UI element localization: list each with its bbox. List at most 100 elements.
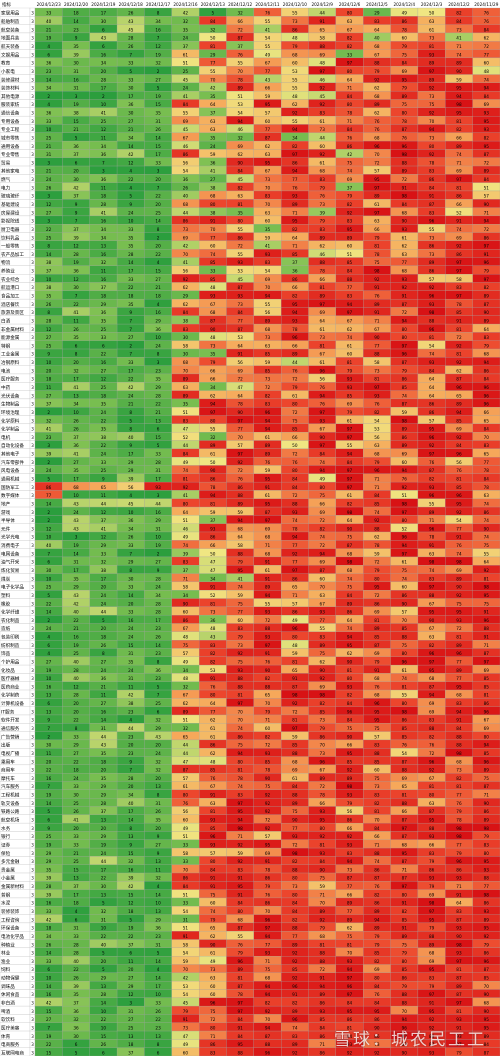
cell-value-label: 17 <box>155 152 161 157</box>
cell-value-label: 86 <box>484 901 490 906</box>
cell-value-label: 98 <box>456 942 462 947</box>
row-label: 广告营销 <box>1 733 20 740</box>
cell-value-label: 6 <box>75 343 78 348</box>
cell-value-label: 76 <box>347 135 353 140</box>
cell-value-label: 83 <box>183 418 189 423</box>
cell-value-label: 12 <box>128 901 134 906</box>
cell-value-label: 91 <box>237 892 243 897</box>
cell-value-label: 32 <box>237 135 243 140</box>
cell-value-label: 68 <box>183 202 189 207</box>
cell-value-label: 90 <box>484 526 490 531</box>
cell-value-label: 33 <box>128 585 134 590</box>
cell-value-label: 27 <box>155 77 161 82</box>
cell-value-label: 75 <box>374 776 380 781</box>
cell-value-label: 85 <box>210 260 216 265</box>
cell-value-label: 86 <box>320 1034 326 1039</box>
cell-value-label: 60 <box>210 992 216 997</box>
cell-value-label: 91 <box>484 610 490 615</box>
cell-value-label: 79 <box>292 385 298 390</box>
row-index-label: 3 <box>31 393 34 398</box>
cell-value-label: 90 <box>347 526 353 531</box>
cell-value-label: 68 <box>73 485 79 490</box>
cell-value-label: 96 <box>484 709 490 714</box>
cell-value-label: 8 <box>47 310 50 315</box>
cell-value-label: 26 <box>73 427 79 432</box>
cell-value-label: 66 <box>320 801 326 806</box>
cell-value-label: 70 <box>237 69 243 74</box>
cell-value-label: 78 <box>237 77 243 82</box>
cell-value-label: 82 <box>374 801 380 806</box>
cell-value-label: 2 <box>102 94 105 99</box>
cell-value-label: 62 <box>210 934 216 939</box>
column-header: 2024/12/2 <box>448 2 470 7</box>
cell-value-label: 88 <box>292 751 298 756</box>
cell-value-label: 70 <box>237 709 243 714</box>
cell-value-label: 12 <box>101 377 107 382</box>
cell-value-label: 9 <box>47 718 50 723</box>
cell-value-label: 94 <box>237 751 243 756</box>
cell-value-label: 18 <box>101 393 107 398</box>
cell-value-label: 76 <box>183 801 189 806</box>
cell-value-label: 8 <box>157 659 160 664</box>
cell-value-label: 82 <box>292 227 298 232</box>
cell-value-label: 76 <box>237 476 243 481</box>
cell-value-label: 29 <box>46 859 52 864</box>
cell-value-label: 29 <box>128 460 134 465</box>
cell-value-label: 29 <box>101 976 107 981</box>
cell-value-label: 64 <box>347 618 353 623</box>
row-label: 乘用车 <box>1 758 15 765</box>
cell-value-label: 17 <box>101 11 107 16</box>
cell-value-label: 2 <box>47 94 50 99</box>
cell-value-label: 69 <box>265 851 271 856</box>
cell-value-label: 94 <box>402 468 408 473</box>
cell-value-label: 92 <box>265 793 271 798</box>
cell-value-label: 3 <box>157 360 160 365</box>
cell-value-label: 68 <box>210 194 216 199</box>
cell-value-label: 44 <box>183 210 189 215</box>
cell-value-label: 27 <box>210 177 216 182</box>
cell-value-label: 56 <box>183 160 189 165</box>
cell-value-label: 61 <box>265 568 271 573</box>
cell-value-label: 94 <box>320 551 326 556</box>
cell-value-label: 98 <box>429 901 435 906</box>
cell-value-label: 27 <box>101 368 107 373</box>
cell-value-label: 41 <box>265 27 271 32</box>
cell-value-label: 78 <box>456 818 462 823</box>
row-label: 通用机械 <box>1 475 20 482</box>
cell-value-label: 95 <box>320 818 326 823</box>
cell-value-label: 96 <box>292 626 298 631</box>
cell-value-label: 82 <box>456 776 462 781</box>
cell-value-label: 85 <box>210 768 216 773</box>
cell-value-label: 19 <box>155 543 161 548</box>
cell-value-label: 16 <box>46 684 52 689</box>
cell-value-label: 83 <box>320 177 326 182</box>
cell-value-label: 75 <box>320 876 326 881</box>
cell-value-label: 95 <box>347 643 353 648</box>
cell-value-label: 60 <box>210 984 216 989</box>
cell-value-label: 71 <box>265 543 271 548</box>
cell-value-label: 44 <box>320 135 326 140</box>
cell-value-label: 83 <box>265 402 271 407</box>
cell-value-label: 80 <box>402 111 408 116</box>
cell-value-label: 29 <box>101 302 107 307</box>
cell-value-label: 62 <box>237 152 243 157</box>
row-label: 物流 <box>1 259 11 266</box>
row-label: 食品加工 <box>1 293 20 300</box>
cell-value-label: 96 <box>484 260 490 265</box>
cell-value-label: 82 <box>484 285 490 290</box>
cell-value-label: 76 <box>320 385 326 390</box>
cell-value-label: 88 <box>374 352 380 357</box>
cell-value-label: 43 <box>73 593 79 598</box>
row-label: 电池化学品 <box>1 933 24 940</box>
cell-value-label: 92 <box>320 676 326 681</box>
cell-value-label: 76 <box>456 801 462 806</box>
cell-value-label: 28 <box>46 318 52 323</box>
cell-value-label: 88 <box>237 551 243 556</box>
cell-value-label: 72 <box>210 1017 216 1022</box>
cell-value-label: 48 <box>292 94 298 99</box>
cell-value-label: 38 <box>73 111 79 116</box>
cell-value-label: 64 <box>429 377 435 382</box>
cell-value-label: 86 <box>484 510 490 515</box>
cell-value-label: 86 <box>292 27 298 32</box>
